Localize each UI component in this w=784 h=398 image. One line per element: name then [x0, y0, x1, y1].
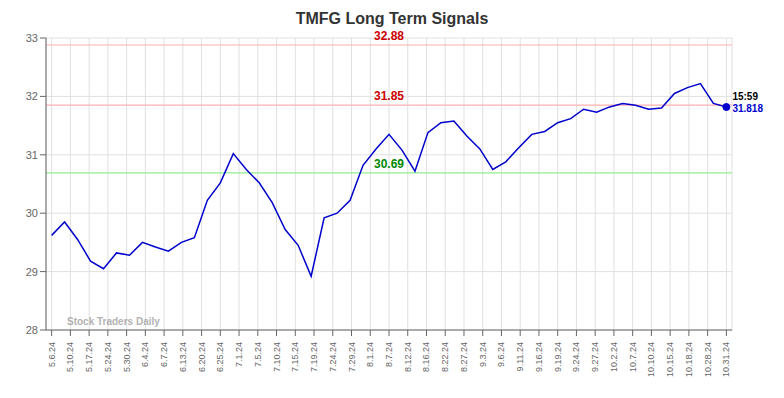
html-text:TMFG Long Term Signals: TMFG Long Term Signals: [295, 10, 489, 27]
svg-text:32.88: 32.88: [374, 30, 404, 43]
svg-text:5.10.24: 5.10.24: [65, 342, 75, 372]
svg-text:9.16.24: 9.16.24: [534, 342, 544, 372]
svg-text:28: 28: [26, 324, 38, 336]
svg-text:10.10.24: 10.10.24: [646, 342, 656, 377]
svg-text:7.24.24: 7.24.24: [328, 342, 338, 372]
svg-text:5.30.24: 5.30.24: [122, 342, 132, 372]
svg-text:7.15.24: 7.15.24: [290, 342, 300, 372]
svg-text:5.17.24: 5.17.24: [84, 342, 94, 372]
svg-text:9.6.24: 9.6.24: [496, 342, 506, 367]
svg-text:Stock Traders Daily: Stock Traders Daily: [67, 316, 160, 327]
svg-text:31: 31: [26, 149, 38, 161]
svg-text:10.18.24: 10.18.24: [684, 342, 694, 377]
svg-text:9.3.24: 9.3.24: [478, 342, 488, 367]
svg-text:6.4.24: 6.4.24: [140, 342, 150, 367]
svg-text:10.28.24: 10.28.24: [703, 342, 713, 377]
svg-text:6.20.24: 6.20.24: [197, 342, 207, 372]
svg-text:7.10.24: 7.10.24: [272, 342, 282, 372]
svg-text:10.31.24: 10.31.24: [721, 342, 731, 377]
svg-text:8.22.24: 8.22.24: [440, 342, 450, 372]
svg-text:10.15.24: 10.15.24: [665, 342, 675, 377]
svg-text:10.2.24: 10.2.24: [609, 342, 619, 372]
svg-text:7.19.24: 7.19.24: [309, 342, 319, 372]
svg-text:9.19.24: 9.19.24: [553, 342, 563, 372]
svg-text:30.69: 30.69: [374, 157, 404, 171]
svg-text:8.27.24: 8.27.24: [459, 342, 469, 372]
svg-text:33: 33: [26, 32, 38, 44]
svg-text:7.1.24: 7.1.24: [234, 342, 244, 367]
svg-text:7.5.24: 7.5.24: [253, 342, 263, 367]
svg-text:15:59: 15:59: [732, 91, 758, 102]
svg-text:31.85: 31.85: [374, 89, 404, 103]
svg-text:5.24.24: 5.24.24: [103, 342, 113, 372]
svg-text:9.24.24: 9.24.24: [571, 342, 581, 372]
svg-text:32: 32: [26, 90, 38, 102]
svg-text:10.7.24: 10.7.24: [628, 342, 638, 372]
svg-text:8.12.24: 8.12.24: [403, 342, 413, 372]
svg-text:30: 30: [26, 207, 38, 219]
svg-text:8.7.24: 8.7.24: [384, 342, 394, 367]
svg-text:9.11.24: 9.11.24: [515, 342, 525, 371]
svg-text:5.6.24: 5.6.24: [47, 342, 57, 367]
svg-text:29: 29: [26, 266, 38, 278]
svg-text:7.29.24: 7.29.24: [347, 342, 357, 372]
svg-text:31.818: 31.818: [732, 103, 763, 114]
svg-text:6.7.24: 6.7.24: [159, 342, 169, 367]
svg-text:6.13.24: 6.13.24: [178, 342, 188, 372]
svg-text:8.16.24: 8.16.24: [421, 342, 431, 372]
svg-text:9.27.24: 9.27.24: [590, 342, 600, 372]
svg-text:8.1.24: 8.1.24: [365, 342, 375, 367]
svg-text:6.25.24: 6.25.24: [215, 342, 225, 372]
